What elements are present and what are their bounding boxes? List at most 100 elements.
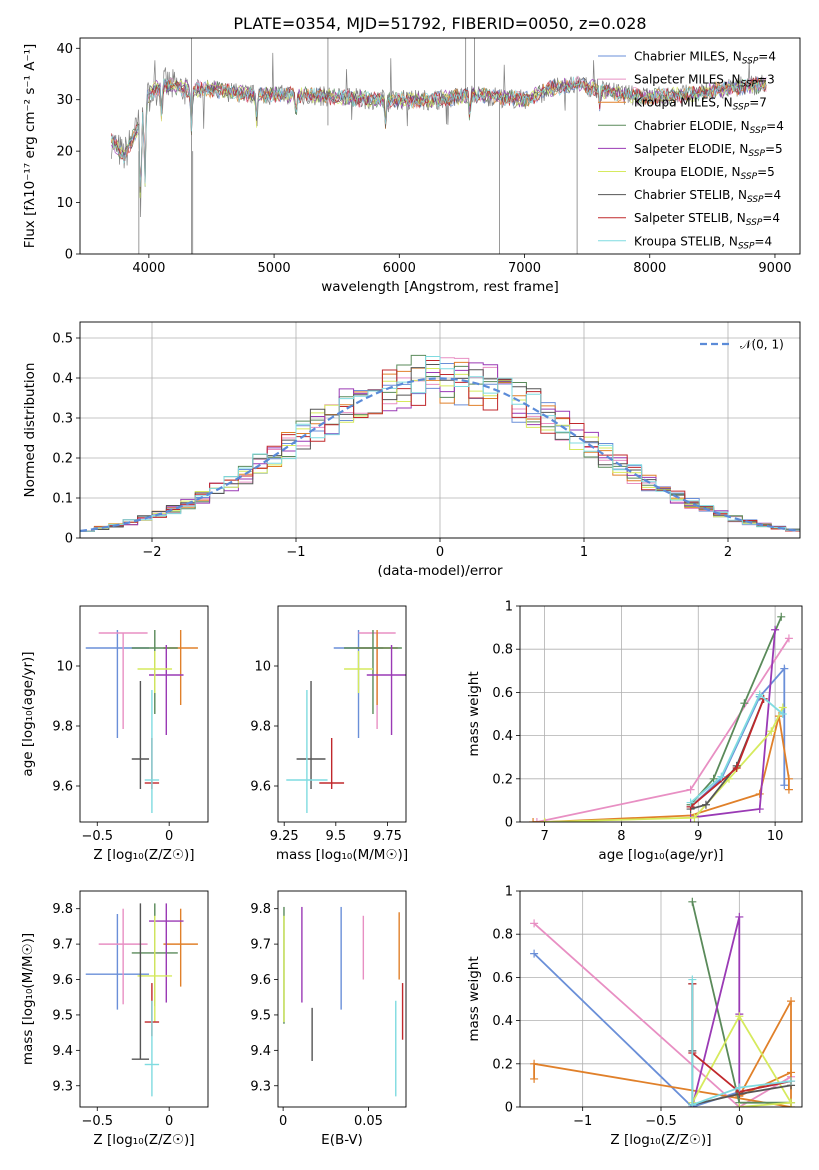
x-axis-label: wavelength [Angstrom, rest frame] (321, 279, 559, 295)
errorbar-point (85, 914, 150, 1010)
weight-series (530, 997, 796, 1107)
y-tick-label: 0.6 (492, 686, 513, 701)
plot-area (530, 897, 796, 1107)
y-tick-label: 0 (505, 1101, 513, 1116)
errorbar-point (296, 681, 326, 789)
y-tick-label: 0.2 (492, 772, 513, 787)
x-axis-label: Z [log₁₀(Z/Z☉)] (93, 1132, 194, 1148)
x-tick-label: 8000 (633, 261, 666, 276)
panel-age-vs-mass: 9.25 9.5 9.75 9.6 9.8 10 mass [log₁₀(M/M☉)] (250, 605, 408, 863)
y-axis-label: Flux [fλ10⁻¹⁷ erg cm⁻² s⁻¹ A⁻¹] (22, 44, 38, 249)
legend-entry: Kroupa MILES, NSSP=7 (634, 96, 767, 113)
y-tick-label: 9.7 (52, 938, 73, 953)
errorbar-point (319, 738, 345, 789)
x-tick-label: 9000 (758, 261, 791, 276)
axes-frame (519, 605, 803, 823)
x-tick-label: 8 (617, 829, 625, 844)
y-tick-label: 0.5 (52, 332, 73, 347)
x-tick-label: 0 (735, 1114, 743, 1129)
x-tick-label: −0.5 (81, 829, 113, 844)
model-spectrum (110, 76, 767, 188)
panel-weight-vs-Z: −1 −0.5 0 0 0.2 0.4 0.6 0.8 1 Z [log₁₀(Z/Z☉)] mass… (466, 885, 803, 1148)
weight-marker (701, 800, 710, 809)
legend-entry: Kroupa STELIB, NSSP=4 (634, 234, 772, 251)
x-tick-label: 4000 (132, 261, 165, 276)
panel-weight-vs-age: 7 8 9 10 0 0.2 0.4 0.6 0.8 1 age [log₁₀(age/yr)] ma… (466, 600, 803, 863)
weight-marker (530, 1074, 539, 1083)
y-tick-label: 9.5 (250, 1008, 271, 1023)
axes-frame (277, 890, 407, 1108)
x-tick-label: 2 (724, 545, 732, 560)
weight-marker (688, 897, 697, 906)
plot-area (110, 38, 767, 254)
plot-area (80, 354, 800, 538)
weight-marker (709, 774, 718, 783)
weight-marker (529, 818, 538, 822)
weight-marker (755, 789, 764, 798)
figure-title: PLATE=0354, MJD=51792, FIBERID=0050, z=0… (233, 14, 646, 33)
y-tick-label: 0.2 (52, 452, 73, 467)
y-tick-label: 40 (56, 42, 73, 57)
errorbar-point (98, 632, 148, 729)
x-tick-label: −0.5 (81, 1114, 113, 1129)
x-tick-label: 9.25 (270, 829, 299, 844)
weight-marker (540, 818, 549, 822)
y-tick-label: 10 (56, 196, 73, 211)
x-tick-label: 7000 (508, 261, 541, 276)
weight-line (691, 916, 741, 1107)
weight-line (690, 693, 784, 804)
y-tick-label: 0.2 (492, 1057, 513, 1072)
weight-series (686, 690, 787, 807)
y-tick-label: 9.8 (52, 720, 73, 735)
x-tick-label: −0.5 (645, 1114, 677, 1129)
plot-area (286, 630, 406, 813)
y-axis-label: mass [log₁₀(M/M☉)] (20, 933, 36, 1065)
legend-entry: Chabrier ELODIE, NSSP=4 (634, 119, 784, 136)
errorbar-point (85, 630, 150, 738)
y-tick-label: 0.8 (492, 928, 513, 943)
errorbar-point (366, 645, 406, 735)
y-tick-label: 9.3 (250, 1079, 271, 1094)
weight-line (533, 922, 792, 1107)
weight-marker (530, 919, 539, 928)
weight-series (686, 625, 780, 822)
weight-marker (778, 710, 787, 718)
y-tick-label: 9.6 (250, 780, 271, 795)
legend-entry: Chabrier STELIB, NSSP=4 (634, 188, 781, 205)
y-tick-label: 10 (56, 660, 73, 675)
weight-series (530, 949, 796, 1107)
y-tick-label: 9.3 (52, 1079, 73, 1094)
errorbar-point (344, 651, 373, 693)
x-tick-label: 10 (767, 829, 784, 844)
y-tick-label: 9.5 (52, 1008, 73, 1023)
legend-entry: Salpeter MILES, NSSP=3 (634, 73, 775, 90)
weight-marker (732, 764, 741, 772)
y-tick-label: 1 (505, 885, 513, 900)
y-tick-label: 9.7 (250, 938, 271, 953)
y-axis-label: Normed distribution (22, 363, 38, 498)
weight-marker (532, 818, 541, 822)
y-tick-label: 9.4 (52, 1044, 73, 1059)
y-tick-label: 9.4 (250, 1044, 271, 1059)
weight-marker (777, 612, 786, 621)
weight-marker (688, 975, 697, 984)
weight-series (686, 694, 768, 811)
plot-area (85, 903, 198, 1097)
legend-entry: Salpeter ELODIE, NSSP=5 (634, 142, 783, 159)
axes-frame (79, 605, 209, 823)
weight-marker (735, 1083, 744, 1092)
weight-marker (784, 785, 793, 794)
weight-marker (735, 1012, 744, 1021)
x-axis-label: (data-model)/error (377, 563, 503, 579)
weight-line (691, 901, 791, 1104)
errorbar-point (344, 630, 402, 714)
legend-entry: Salpeter STELIB, NSSP=4 (634, 211, 780, 228)
errorbar-point (144, 690, 160, 813)
weight-marker (787, 1098, 796, 1107)
y-tick-label: 0 (505, 816, 513, 831)
weight-marker (688, 1100, 697, 1107)
weight-line (691, 979, 792, 1107)
legend: Chabrier MILES, NSSP=4 Salpeter MILES, NS… (598, 50, 784, 251)
weight-marker (787, 997, 796, 1006)
y-tick-label: 20 (56, 145, 73, 160)
